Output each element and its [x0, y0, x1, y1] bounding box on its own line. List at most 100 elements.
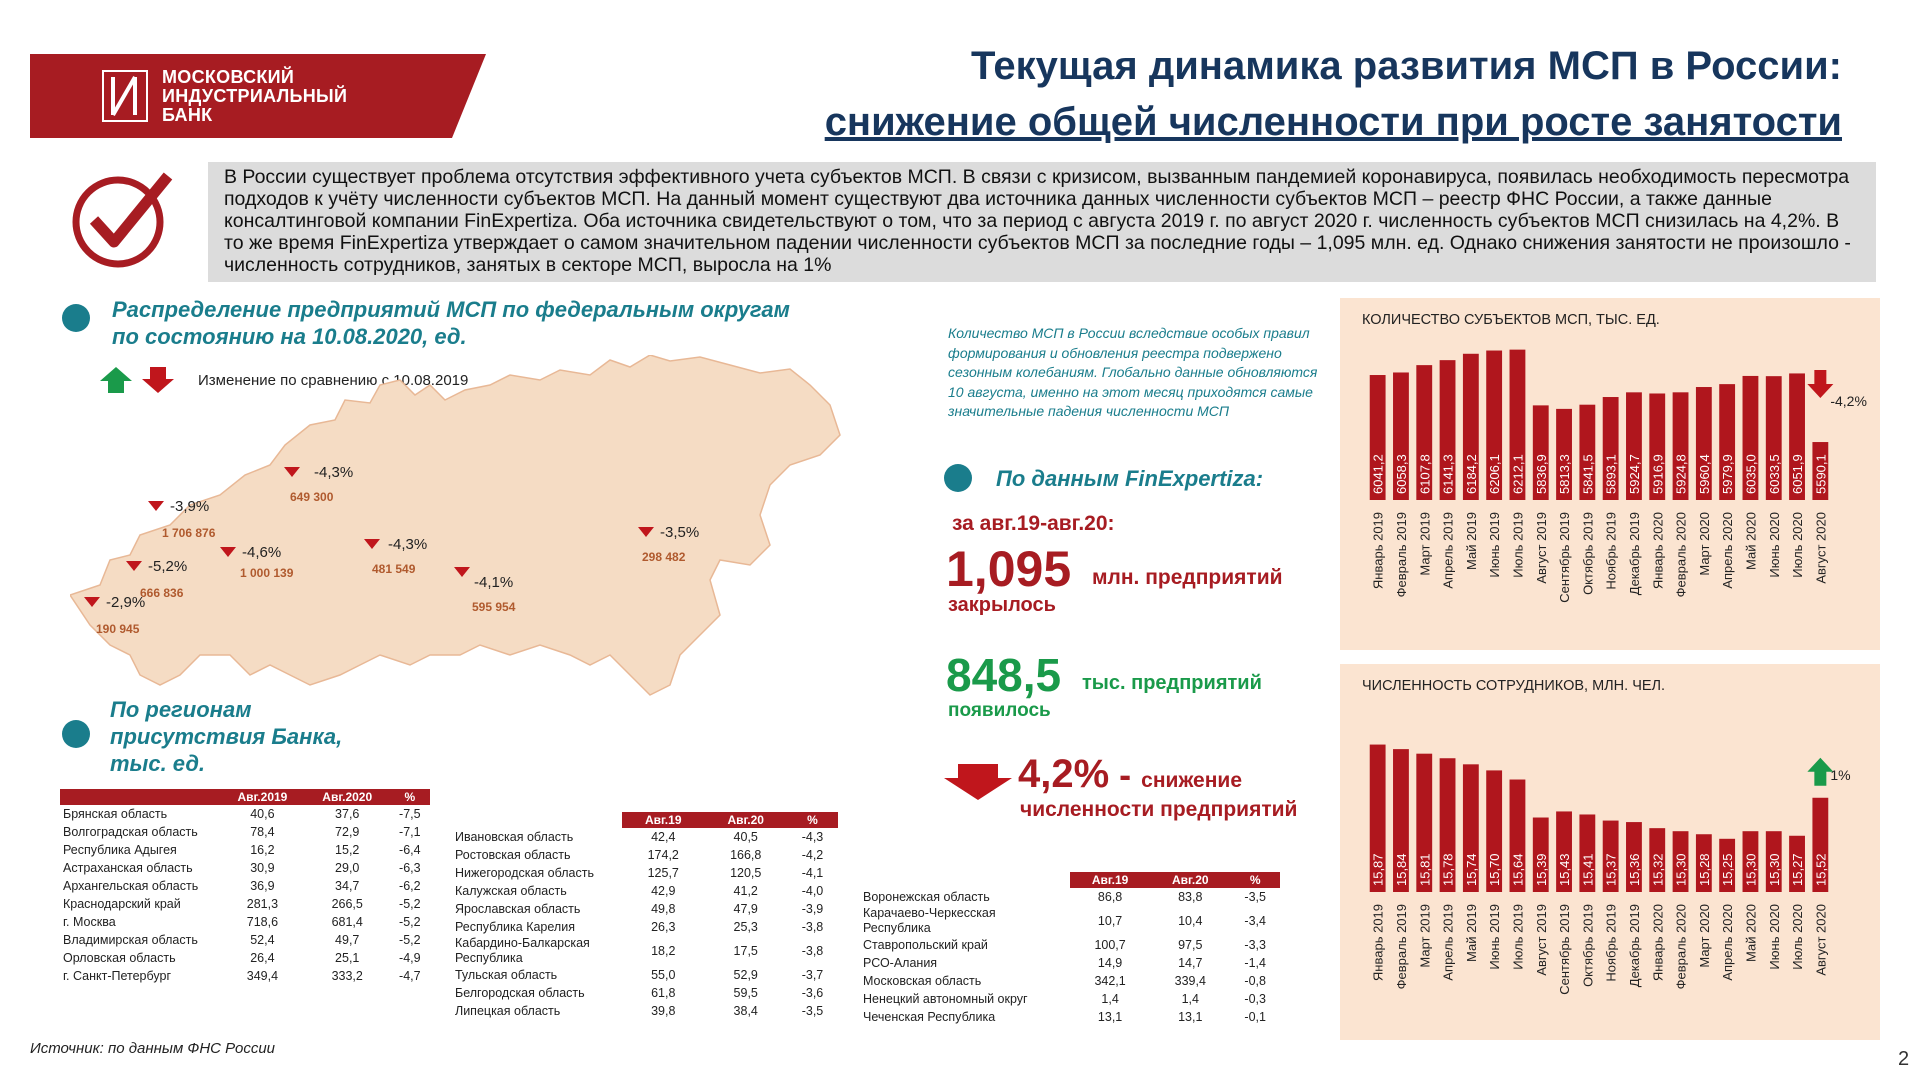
table-cell-value: -7,5	[399, 807, 421, 821]
table-cell-value: 39,8	[651, 1004, 676, 1018]
chart-bar	[1393, 749, 1409, 892]
chart-bar	[1672, 831, 1689, 892]
chart-data-label: 15,25	[1720, 853, 1735, 886]
bank-logo-text: МОСКОВСКИЙ ИНДУСТРИАЛЬНЫЙ БАНК	[162, 67, 347, 125]
table-row: Владимирская область 52,4 49,7 -5,2	[60, 931, 430, 949]
chart-data-label: 15,70	[1487, 853, 1502, 886]
chart-category-label: Ноябрь 2019	[1604, 904, 1619, 982]
chart-bar	[1789, 373, 1805, 500]
table-header-2020: Авг.20	[1150, 872, 1231, 888]
table-cell-region: Белгородская область	[455, 986, 585, 1000]
table-cell-region: г. Санкт-Петербург	[63, 969, 172, 983]
table-cell-value: 83,8	[1178, 890, 1203, 904]
chart-data-label: 5924,7	[1627, 454, 1642, 494]
chart-bar	[1509, 349, 1526, 500]
table-cell-value: 29,0	[335, 861, 360, 875]
page-title-line-1: Текущая динамика развития МСП в России:	[970, 44, 1842, 88]
chart-category-label: Февраль 2020	[1674, 904, 1689, 989]
district-change-0: -4,3%	[314, 464, 353, 481]
table-row: Нижегородская область 125,7 120,5 -4,1	[452, 864, 838, 882]
table-row: Орловская область 26,4 25,1 -4,9	[60, 949, 430, 967]
table-header-2019: Авг.2019	[220, 789, 305, 805]
table-header: Авг.2019 Авг.2020 %	[60, 789, 430, 805]
chart-data-label: 15,27	[1790, 853, 1805, 886]
table-row: Ставропольский край 100,7 97,5 -3,3	[860, 936, 1280, 954]
bank-logo[interactable]: МОСКОВСКИЙ ИНДУСТРИАЛЬНЫЙ БАНК	[30, 54, 486, 138]
table-cell-value: -5,2	[399, 933, 421, 947]
map-title-line-1: Распределение предприятий МСП по федерал…	[112, 297, 790, 322]
table-cell-region: Ненецкий автономный округ	[863, 992, 1028, 1006]
chart-data-label: 15,81	[1417, 853, 1432, 886]
russia-map-shape	[70, 355, 841, 696]
chart-bar	[1765, 831, 1782, 892]
table-cell-value: 40,6	[250, 807, 275, 821]
table-row: Брянская область 40,6 37,6 -7,5	[60, 805, 430, 823]
chart-category-label: Июль 2020	[1790, 512, 1805, 578]
table-cell-value: 26,4	[250, 951, 275, 965]
table-cell-value: 72,9	[335, 825, 360, 839]
table-cell-region: Карачаево-Черкесская Республика	[863, 906, 996, 935]
chart-data-label: 15,28	[1697, 853, 1712, 886]
table-cell-value: -5,2	[399, 915, 421, 929]
chart-bar	[1742, 375, 1759, 500]
table-cell-value: 10,4	[1178, 914, 1203, 928]
chart-data-label: 5979,9	[1720, 454, 1735, 494]
chart-bar	[1439, 360, 1456, 500]
chart-category-label: Август 2019	[1534, 904, 1549, 976]
table-cell-region: Астраханская область	[63, 861, 193, 875]
district-change-1: -3,9%	[170, 498, 209, 515]
decline-label: численности предприятий	[1020, 798, 1298, 821]
closed-value: 1,095	[946, 541, 1072, 597]
closed-label: закрылось	[948, 594, 1056, 616]
district-value-0: 649 300	[290, 490, 334, 504]
chart-data-label: 5841,5	[1580, 454, 1595, 494]
chart-title-employees: ЧИСЛЕННОСТЬ СОТРУДНИКОВ, МЛН. ЧЕЛ.	[1362, 678, 1666, 694]
table-cell-value: -0,3	[1244, 992, 1266, 1006]
chart-data-label: 6035,0	[1743, 454, 1758, 494]
chart-bar	[1462, 353, 1479, 500]
chart-data-label: 15,30	[1767, 853, 1782, 886]
district-change-4: -5,2%	[148, 558, 187, 575]
chart-category-label: Июнь 2019	[1487, 512, 1502, 578]
table-cell-value: -0,1	[1244, 1010, 1266, 1024]
opened-value: 848,5	[946, 649, 1062, 701]
map-section-title: Распределение предприятий МСП по федерал…	[112, 296, 790, 350]
chart-annotation: -4,2%	[1830, 393, 1867, 409]
table-header-pct: %	[1230, 872, 1280, 888]
table-cell-value: -4,7	[399, 969, 421, 983]
district-change-7: -3,5%	[660, 524, 699, 541]
chart-title-msp-count: КОЛИЧЕСТВО СУБЪЕКТОВ МСП, ТЫС. ЕД.	[1362, 312, 1660, 328]
chart-data-label: 6051,9	[1790, 454, 1805, 494]
chart-bar	[1579, 814, 1596, 892]
chart-data-label: 6212,1	[1510, 454, 1525, 494]
table-cell-value: -5,2	[399, 897, 421, 911]
chart-data-label: 6033,5	[1767, 454, 1782, 494]
table-cell-region: Республика Карелия	[455, 920, 575, 934]
table-cell-value: -6,3	[399, 861, 421, 875]
chart-category-label: Январь 2020	[1650, 904, 1665, 981]
chart-category-label: Февраль 2020	[1674, 512, 1689, 597]
table-cell-value: -4,3	[801, 830, 824, 844]
table-header-pct: %	[389, 789, 430, 805]
chart-category-label: Май 2019	[1464, 904, 1479, 962]
chart-bar	[1719, 838, 1736, 892]
chart-data-label: 6041,2	[1371, 454, 1386, 494]
table-cell-value: -7,1	[399, 825, 421, 839]
chart-data-label: 15,30	[1743, 853, 1758, 886]
chart-employees: 15,87 Январь 2019 15,84 Февраль 2019 15,81 Ма…	[1369, 744, 1851, 995]
table-cell-region: Архангельская область	[63, 879, 199, 893]
table-header-2019: Авг.19	[1070, 872, 1151, 888]
table-row: Республика Адыгея 16,2 15,2 -6,4	[60, 841, 430, 859]
chart-bar	[1672, 392, 1689, 500]
map-title-line-2: по состоянию на 10.08.2020, ед.	[112, 324, 467, 349]
table-cell-value: 174,2	[647, 848, 679, 862]
chart-data-label: 6107,8	[1417, 454, 1432, 494]
chart-category-label: Май 2020	[1743, 512, 1758, 570]
table-cell-region: РСО-Алания	[863, 956, 938, 970]
table-cell-value: 41,2	[733, 884, 758, 898]
regions-title-line-2: присутствия Банка,	[110, 724, 343, 749]
table-cell-value: 26,3	[651, 920, 676, 934]
chart-bar	[1416, 753, 1433, 892]
district-change-2: -4,6%	[242, 544, 281, 561]
intro-text: В России существует проблема отсутствия …	[208, 162, 1876, 282]
